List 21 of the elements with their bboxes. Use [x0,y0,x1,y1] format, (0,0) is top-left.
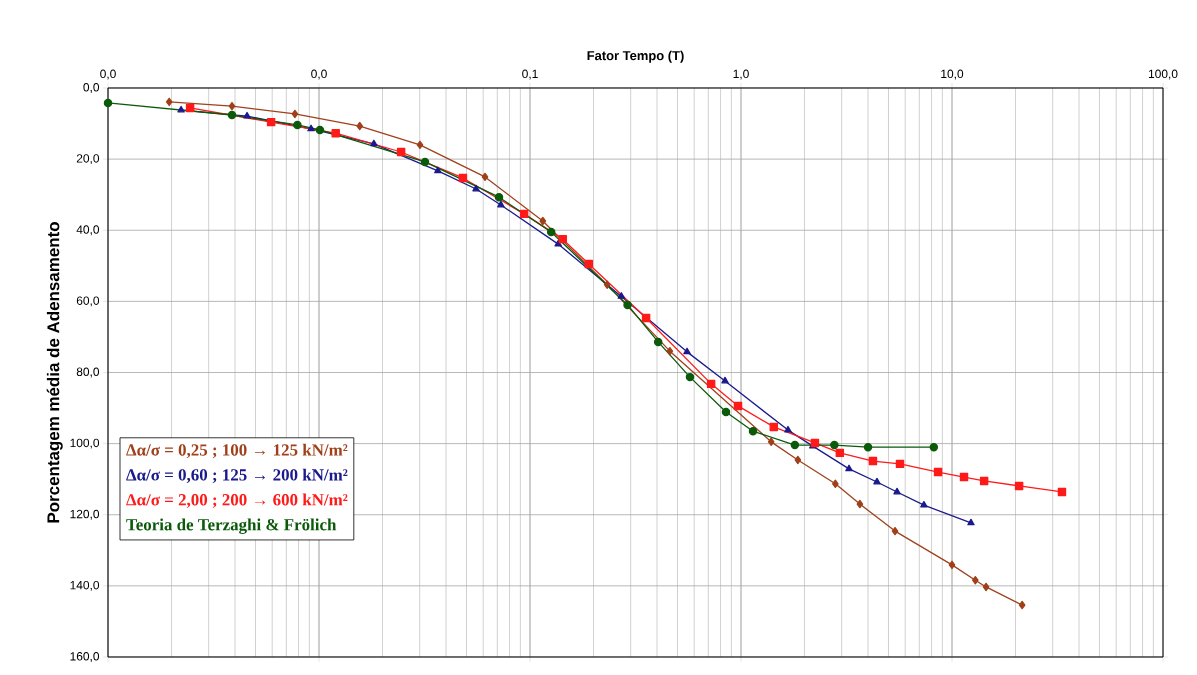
text: Δα/σ = 2,00 ; 200 → 600 kN/m² [126,493,348,508]
y-tick-label: 20,0 [76,154,100,165]
x-tick-label: 0,1 [522,69,538,80]
y-axis-title: Porcentagem média de Adensamento [46,222,63,523]
text: Δα/σ = 0,25 ; 100 → 125 kN/m² [126,443,348,459]
x-tick-label: 10,0 [941,69,964,80]
text: Teoria de Terzaghi & Frölich [126,518,337,534]
y-tick-label: 60,0 [76,296,100,307]
y-tick-label: 140,0 [70,580,100,591]
y-tick-label: 100,0 [70,438,100,449]
x-tick-label: 100,0 [1148,69,1178,80]
x-tick-label: 1,0 [733,69,749,80]
y-tick-label: 120,0 [70,509,100,520]
x-axis-title: Fator Tempo (T) [587,50,684,63]
x-tick-label: 0,0 [100,69,116,80]
y-tick-label: 40,0 [76,225,100,236]
y-tick-label: 160,0 [70,652,100,662]
text: Δα/σ = 0,60 ; 125 → 200 kN/m² [126,468,348,484]
y-tick-label: 80,0 [76,367,100,378]
y-tick-label: 0,0 [83,83,100,93]
x-tick-label: 0,0 [311,69,327,80]
